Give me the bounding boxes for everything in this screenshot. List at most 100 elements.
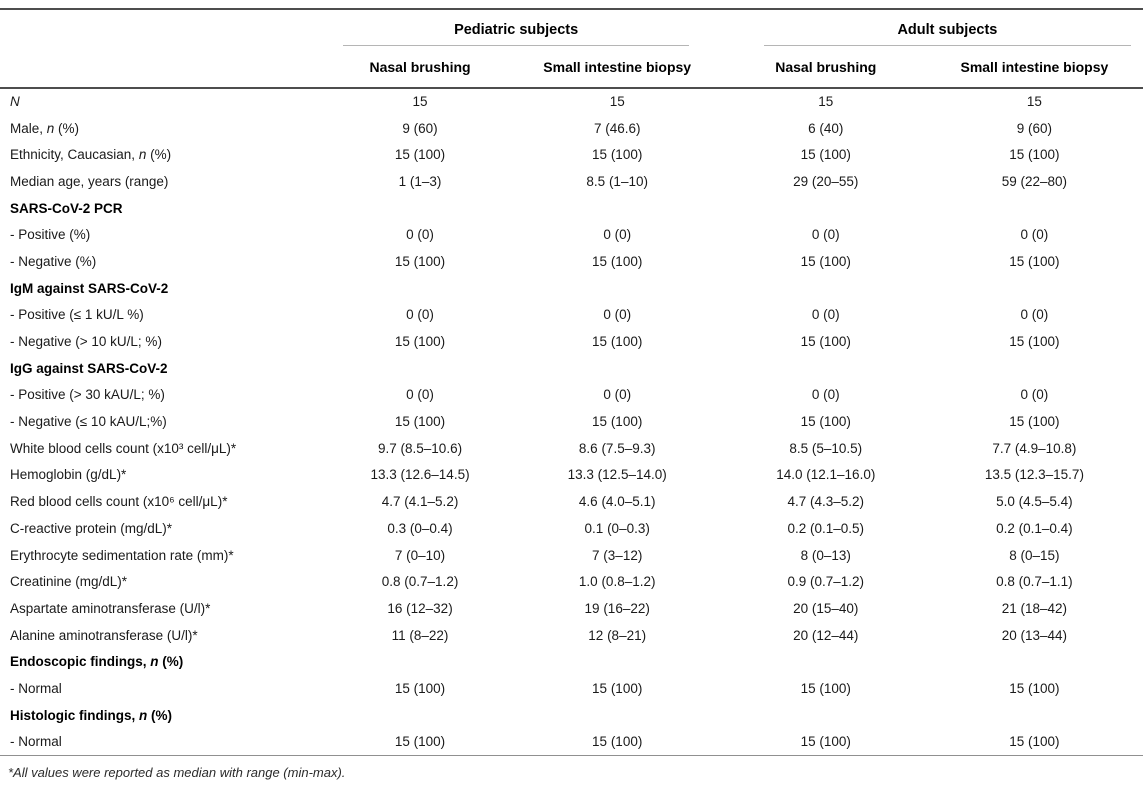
table-row: N 15 15 15 15 bbox=[0, 88, 1143, 115]
cell-value: 0 (0) bbox=[406, 307, 434, 323]
row-label: - Positive (> 30 kAU/L; %) bbox=[10, 387, 165, 403]
cell-value: 15 bbox=[412, 94, 428, 110]
cell-value: 0 (0) bbox=[603, 307, 632, 323]
cell-value: 0.8 (0.7–1.2) bbox=[381, 574, 459, 590]
cell-value: 0 (0) bbox=[406, 387, 434, 403]
table-row: Ethnicity, Caucasian, n (%) 15 (100) 15 (1… bbox=[0, 141, 1143, 168]
group-header-pediatric: Pediatric subjects bbox=[331, 9, 725, 46]
group-header-adult: Adult subjects bbox=[726, 9, 1143, 46]
row-label: Ethnicity, Caucasian, n (%) bbox=[10, 147, 172, 163]
row-label: N bbox=[10, 94, 20, 110]
cell-value: 15 (100) bbox=[1009, 334, 1060, 350]
cell-value: 4.7 (4.1–5.2) bbox=[381, 494, 459, 510]
cell-value: 20 (12–44) bbox=[793, 627, 859, 643]
cell-value: 9 (60) bbox=[402, 120, 438, 136]
cell-value bbox=[926, 648, 1143, 675]
cell-value: 0.2 (0.1–0.5) bbox=[787, 520, 865, 536]
cell-value: 15 (100) bbox=[1009, 734, 1060, 750]
row-label: C-reactive protein (mg/dL)* bbox=[10, 520, 173, 536]
cell-value: 59 (22–80) bbox=[1001, 173, 1068, 189]
cell-value bbox=[331, 702, 508, 729]
group-header-pediatric-label: Pediatric subjects bbox=[343, 22, 689, 46]
row-label: - Positive (≤ 1 kU/L %) bbox=[10, 307, 144, 323]
cell-value: 15 (100) bbox=[592, 680, 643, 696]
cell-value: 15 (100) bbox=[394, 334, 446, 350]
cell-value: 0.8 (0.7–1.1) bbox=[996, 574, 1073, 590]
table-row: Aspartate aminotransferase (U/l)* 16 (12–… bbox=[0, 595, 1143, 622]
cell-value: 15 (100) bbox=[800, 147, 851, 163]
cell-value bbox=[509, 275, 726, 302]
section-row: Histologic findings, n (%) bbox=[0, 702, 1143, 729]
table-row: Alanine aminotransferase (U/l)* 11 (8–22)… bbox=[0, 622, 1143, 649]
cell-value: 0 (0) bbox=[603, 227, 632, 243]
cell-value: 0 (0) bbox=[811, 307, 840, 323]
row-label: IgG against SARS-CoV-2 bbox=[10, 360, 168, 376]
cell-value: 15 bbox=[818, 94, 834, 110]
table-row: - Positive (> 30 kAU/L; %) 0 (0) 0 (0) 0 (0… bbox=[0, 382, 1143, 409]
cell-value: 11 (8–22) bbox=[391, 627, 449, 643]
table-row: Median age, years (range) 1 (1–3) 8.5 (1–1… bbox=[0, 168, 1143, 195]
row-label: - Normal bbox=[10, 734, 62, 750]
cell-value: 14.0 (12.1–16.0) bbox=[776, 467, 876, 483]
table-body: N 15 15 15 15 Male, n (%) 9 (60) 7 (46.6) 6 (40)… bbox=[0, 88, 1143, 756]
table-row: - Normal 15 (100) 15 (100) 15 (100) 15 (100) bbox=[0, 729, 1143, 756]
cell-value: 8.5 (1–10) bbox=[586, 173, 648, 189]
cell-value: 7 (46.6) bbox=[593, 120, 641, 136]
table-header: Pediatric subjects Adult subjects Nasal … bbox=[0, 9, 1143, 88]
cell-value bbox=[331, 195, 508, 222]
table-row: White blood cells count (x10³ cell/μL)* 9… bbox=[0, 435, 1143, 462]
footnote-text: *All values were reported as median with… bbox=[8, 764, 346, 780]
cell-value bbox=[926, 195, 1143, 222]
table-row: - Negative (%) 15 (100) 15 (100) 15 (100) 15… bbox=[0, 248, 1143, 275]
cell-value: 13.3 (12.6–14.5) bbox=[370, 467, 470, 483]
section-row: IgG against SARS-CoV-2 bbox=[0, 355, 1143, 382]
subjects-table: Pediatric subjects Adult subjects Nasal … bbox=[0, 8, 1143, 756]
cell-value: 29 (20–55) bbox=[793, 173, 859, 189]
row-label: Median age, years (range) bbox=[10, 173, 169, 189]
cell-value: 15 (100) bbox=[592, 734, 643, 750]
cell-value: 8.5 (5–10.5) bbox=[789, 440, 863, 456]
cell-value: 13.3 (12.5–14.0) bbox=[567, 467, 667, 483]
row-label: - Normal bbox=[10, 680, 62, 696]
cell-value: 13.5 (12.3–15.7) bbox=[984, 467, 1084, 483]
row-label: Aspartate aminotransferase (U/l)* bbox=[10, 600, 211, 616]
cell-value: 9 (60) bbox=[1016, 120, 1053, 136]
cell-value bbox=[331, 275, 508, 302]
table-row: Creatinine (mg/dL)* 0.8 (0.7–1.2) 1.0 (0.8… bbox=[0, 568, 1143, 595]
col-header-adult-nasal: Nasal brushing bbox=[775, 58, 877, 75]
cell-value: 0 (0) bbox=[1020, 387, 1049, 403]
cell-value: 16 (12–32) bbox=[387, 600, 453, 616]
cell-value: 15 (100) bbox=[394, 253, 446, 269]
row-label: Red blood cells count (x10⁶ cell/μL)* bbox=[10, 494, 228, 510]
cell-value: 15 (100) bbox=[1009, 680, 1060, 696]
cell-value: 15 (100) bbox=[1009, 253, 1060, 269]
cell-value bbox=[726, 702, 926, 729]
cell-value: 0.2 (0.1–0.4) bbox=[996, 520, 1073, 536]
cell-value bbox=[926, 702, 1143, 729]
cell-value bbox=[726, 195, 926, 222]
cell-value: 5.0 (4.5–5.4) bbox=[996, 494, 1073, 510]
cell-value: 4.7 (4.3–5.2) bbox=[787, 494, 865, 510]
cell-value: 15 bbox=[609, 94, 625, 110]
group-header-adult-label: Adult subjects bbox=[763, 22, 1131, 46]
row-label: Hemoglobin (g/dL)* bbox=[10, 467, 127, 483]
table-row: Red blood cells count (x10⁶ cell/μL)* 4.7… bbox=[0, 488, 1143, 515]
row-label: Male, n (%) bbox=[10, 120, 80, 136]
cell-value bbox=[926, 275, 1143, 302]
row-label: Histologic findings, n (%) bbox=[10, 707, 172, 723]
cell-value bbox=[509, 195, 726, 222]
cell-value: 0 (0) bbox=[1020, 227, 1049, 243]
cell-value: 8 (0–13) bbox=[800, 547, 851, 563]
cell-value: 15 (100) bbox=[394, 147, 446, 163]
cell-value: 0.3 (0–0.4) bbox=[387, 520, 453, 536]
table-row: - Positive (≤ 1 kU/L %) 0 (0) 0 (0) 0 (0) 0 … bbox=[0, 302, 1143, 329]
section-row: Endoscopic findings, n (%) bbox=[0, 648, 1143, 675]
cell-value: 8 (0–15) bbox=[1009, 547, 1060, 563]
table-row: C-reactive protein (mg/dL)* 0.3 (0–0.4) 0.… bbox=[0, 515, 1143, 542]
cell-value: 7 (3–12) bbox=[592, 547, 643, 563]
cell-value bbox=[726, 275, 926, 302]
cell-value: 15 (100) bbox=[800, 680, 851, 696]
cell-value bbox=[726, 355, 926, 382]
row-label: - Positive (%) bbox=[10, 227, 91, 243]
